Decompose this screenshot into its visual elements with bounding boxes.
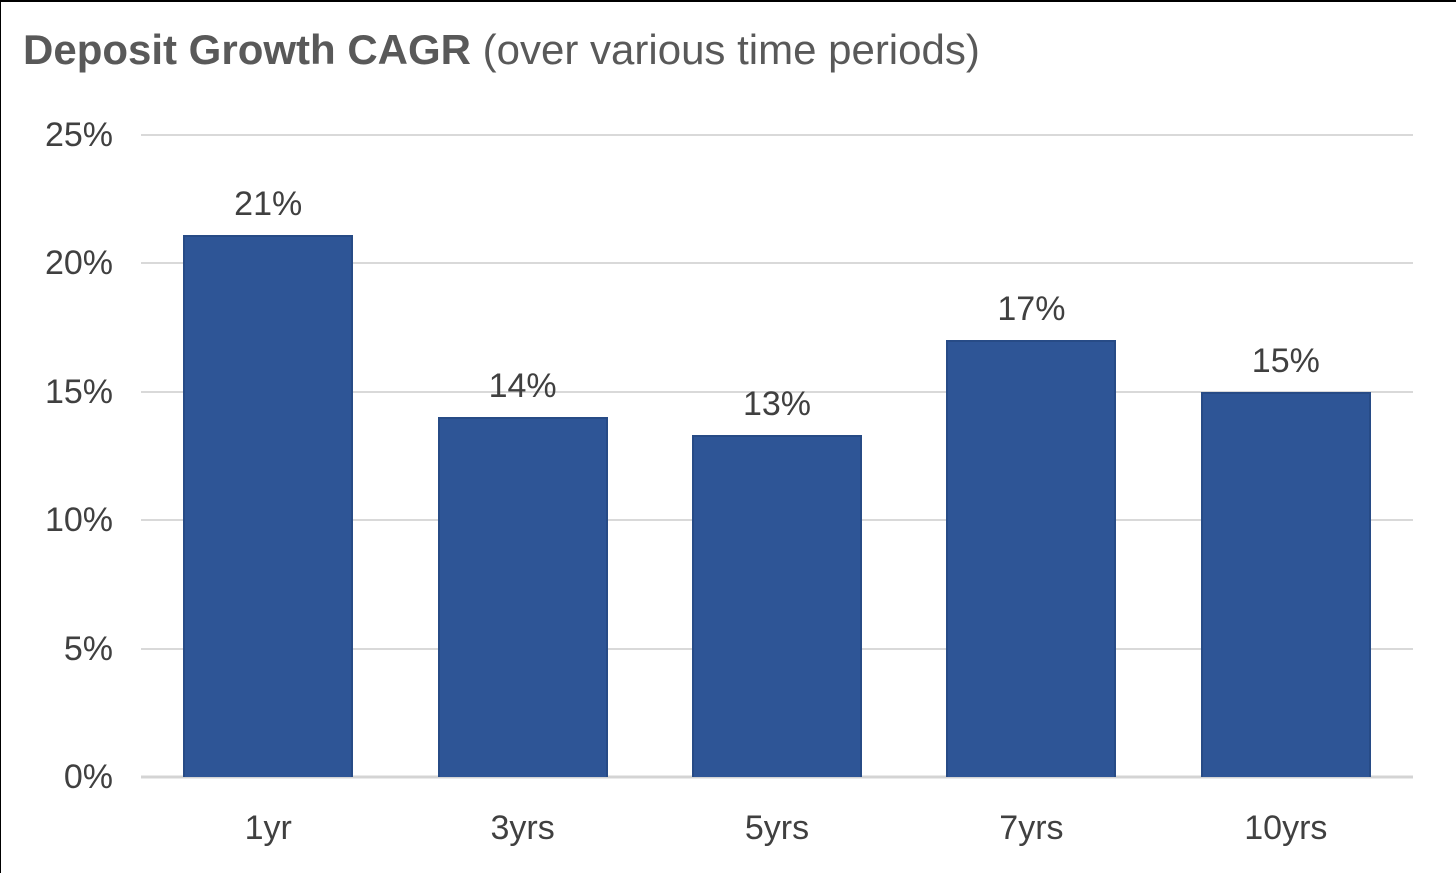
bar-1yr xyxy=(183,235,354,777)
bar-value-label-7yrs: 17% xyxy=(997,290,1066,329)
bar-value-label-1yr: 21% xyxy=(234,185,303,224)
y-axis-labels: 25% 20% 15% 10% 5% 0% xyxy=(1,118,113,794)
plot-area: 21% 14% 13% 17% 15% xyxy=(141,134,1413,779)
x-tick-label-10yrs: 10yrs xyxy=(1244,809,1328,847)
bar-slot-3yrs: 14% xyxy=(395,135,649,777)
y-tick-label-20: 20% xyxy=(44,244,113,283)
bar-slot-5yrs: 13% xyxy=(650,135,904,777)
bar-7yrs xyxy=(946,340,1117,777)
x-tick-label-5yrs: 5yrs xyxy=(744,809,810,847)
gridline-20 xyxy=(141,262,1413,265)
bar-5yrs xyxy=(692,435,863,777)
x-axis-labels: 1yr 3yrs 5yrs 7yrs 10yrs xyxy=(141,808,1413,849)
y-tick-label-15: 15% xyxy=(44,372,113,411)
bar-slot-1yr: 21% xyxy=(141,135,395,777)
x-tick-label-7yrs: 7yrs xyxy=(999,809,1064,847)
bars-container: 21% 14% 13% 17% 15% xyxy=(141,135,1413,777)
bar-3yrs xyxy=(437,417,608,777)
gridline-15 xyxy=(141,390,1413,393)
chart-title-main: Deposit Growth CAGR xyxy=(23,26,471,73)
y-tick-label-0: 0% xyxy=(63,758,113,796)
y-tick-label-25: 25% xyxy=(44,116,113,154)
chart-title: Deposit Growth CAGR (over various time p… xyxy=(23,26,980,74)
gridline-25 xyxy=(141,134,1413,136)
bar-value-label-3yrs: 14% xyxy=(488,367,557,406)
bar-slot-10yrs: 15% xyxy=(1159,135,1413,777)
y-tick-label-10: 10% xyxy=(44,501,113,540)
bar-slot-7yrs: 17% xyxy=(904,135,1158,777)
bar-value-label-10yrs: 15% xyxy=(1251,341,1320,380)
bar-10yrs xyxy=(1200,391,1371,777)
x-tick-label-3yrs: 3yrs xyxy=(490,809,555,847)
chart-title-subtitle: (over various time periods) xyxy=(482,26,980,73)
y-tick-label-5: 5% xyxy=(63,629,113,668)
gridline-0 xyxy=(141,775,1413,779)
x-tick-label-1yr: 1yr xyxy=(244,809,292,847)
bar-value-label-5yrs: 13% xyxy=(742,385,812,424)
